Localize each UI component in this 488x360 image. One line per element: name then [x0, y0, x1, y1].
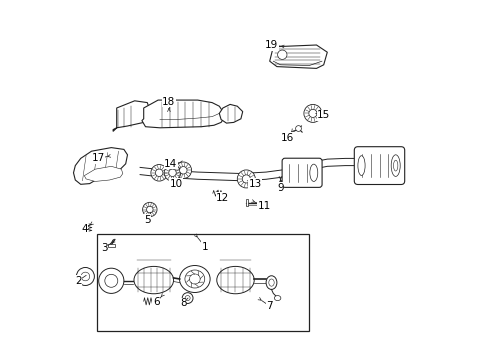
Text: 12: 12	[216, 193, 229, 203]
Text: 11: 11	[257, 201, 270, 211]
Circle shape	[185, 296, 190, 301]
Ellipse shape	[274, 296, 280, 301]
Circle shape	[164, 165, 181, 181]
Text: 3: 3	[101, 243, 107, 253]
Circle shape	[81, 272, 89, 281]
Circle shape	[168, 169, 176, 176]
Polygon shape	[269, 45, 326, 68]
Text: 2: 2	[75, 276, 81, 286]
Circle shape	[182, 293, 193, 303]
Ellipse shape	[179, 266, 210, 292]
Circle shape	[142, 202, 157, 217]
Ellipse shape	[216, 266, 254, 294]
Circle shape	[151, 165, 167, 181]
Ellipse shape	[393, 160, 397, 171]
Ellipse shape	[268, 279, 274, 286]
Text: 5: 5	[143, 215, 150, 225]
Text: 16: 16	[281, 132, 294, 143]
Ellipse shape	[134, 266, 173, 294]
Circle shape	[99, 268, 123, 293]
Circle shape	[303, 104, 321, 122]
Text: 9: 9	[277, 183, 283, 193]
Circle shape	[146, 206, 153, 213]
Bar	[153, 300, 159, 303]
FancyBboxPatch shape	[354, 147, 404, 184]
Text: 1: 1	[201, 242, 208, 252]
Bar	[245, 199, 248, 206]
Text: 19: 19	[264, 40, 278, 50]
Circle shape	[179, 167, 186, 174]
Circle shape	[104, 274, 118, 287]
Ellipse shape	[184, 270, 204, 288]
Circle shape	[242, 175, 250, 183]
Ellipse shape	[189, 274, 200, 284]
Ellipse shape	[390, 155, 399, 176]
Polygon shape	[84, 166, 122, 181]
Ellipse shape	[265, 276, 276, 289]
Text: 7: 7	[266, 301, 272, 311]
Text: 4: 4	[81, 224, 87, 234]
Circle shape	[295, 126, 301, 131]
Text: 17: 17	[91, 153, 104, 163]
Text: 8: 8	[180, 298, 186, 308]
Bar	[108, 244, 115, 247]
Text: 15: 15	[316, 110, 330, 120]
Text: 14: 14	[164, 159, 177, 169]
Ellipse shape	[309, 164, 317, 181]
FancyBboxPatch shape	[97, 234, 309, 331]
Circle shape	[175, 162, 191, 179]
Polygon shape	[113, 101, 149, 131]
Circle shape	[308, 109, 316, 117]
Text: 18: 18	[162, 96, 175, 107]
Polygon shape	[219, 104, 242, 123]
Circle shape	[155, 169, 163, 176]
Circle shape	[76, 267, 94, 285]
FancyBboxPatch shape	[282, 158, 322, 187]
Text: 13: 13	[248, 179, 262, 189]
Polygon shape	[73, 148, 127, 184]
Text: 6: 6	[153, 297, 159, 307]
Polygon shape	[142, 100, 224, 128]
Circle shape	[237, 170, 255, 188]
Circle shape	[277, 50, 286, 59]
Text: 10: 10	[169, 179, 183, 189]
Ellipse shape	[357, 156, 365, 175]
